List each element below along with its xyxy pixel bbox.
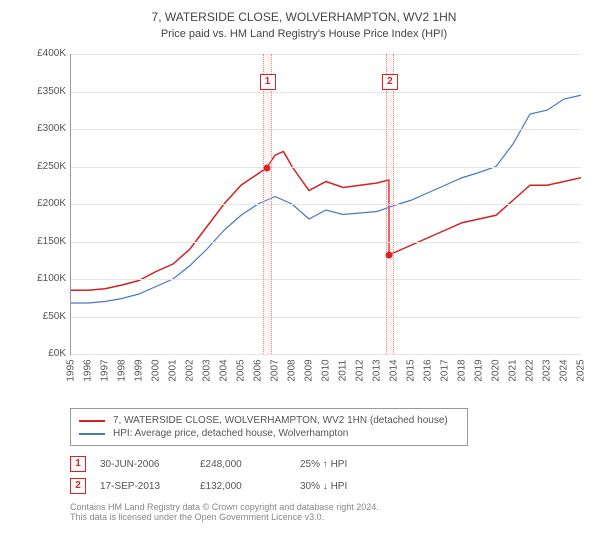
x-axis-label: 1999 — [134, 359, 145, 381]
x-axis-label: 2016 — [423, 359, 434, 381]
y-axis-label: £150K — [28, 236, 66, 247]
event-delta: 25% ↑ HPI — [300, 459, 400, 470]
y-axis-label: £0K — [28, 348, 66, 359]
price-chart: £0K £50K £100K £150K £200K £250K £300K £350K £40… — [28, 48, 580, 378]
x-axis-label: 2013 — [372, 359, 383, 381]
x-axis-label: 2010 — [321, 359, 332, 381]
x-axis-label: 1995 — [66, 359, 77, 381]
x-axis-label: 2018 — [457, 359, 468, 381]
x-axis-label: 2011 — [338, 360, 349, 382]
event-price: £248,000 — [200, 459, 300, 470]
y-axis-label: £300K — [28, 123, 66, 134]
x-axis-label: 2025 — [576, 359, 587, 381]
event-date: 30-JUN-2006 — [100, 459, 200, 470]
y-axis-label: £50K — [28, 311, 66, 322]
x-axis-label: 2015 — [406, 359, 417, 381]
x-axis-label: 2024 — [559, 359, 570, 381]
x-axis-label: 2005 — [236, 359, 247, 381]
chart-legend: 7, WATERSIDE CLOSE, WOLVERHAMPTON, WV2 1… — [70, 408, 468, 446]
event-marker — [386, 252, 393, 259]
event-price: £132,000 — [200, 481, 300, 492]
series-line — [71, 152, 581, 291]
event-date: 17-SEP-2013 — [100, 481, 200, 492]
x-axis-label: 2017 — [440, 359, 451, 381]
series-line — [71, 95, 581, 303]
event-band — [263, 54, 272, 354]
y-axis-label: £250K — [28, 161, 66, 172]
legend-item: HPI: Average price, detached house, Wolv… — [79, 428, 459, 439]
event-delta: 30% ↓ HPI — [300, 481, 400, 492]
y-axis-label: £350K — [28, 86, 66, 97]
x-axis-label: 2006 — [253, 359, 264, 381]
x-axis-label: 2001 — [168, 359, 179, 381]
x-axis-label: 1998 — [117, 359, 128, 381]
x-axis-label: 2009 — [304, 359, 315, 381]
x-axis-label: 2019 — [474, 359, 485, 381]
x-axis-label: 2020 — [491, 359, 502, 381]
event-marker — [263, 165, 270, 172]
x-axis-label: 2021 — [508, 359, 519, 381]
x-axis-label: 2007 — [270, 359, 281, 381]
x-axis-label: 2000 — [151, 359, 162, 381]
legend-item: 7, WATERSIDE CLOSE, WOLVERHAMPTON, WV2 1… — [79, 415, 459, 426]
x-axis-label: 2003 — [202, 359, 213, 381]
chart-subtitle: Price paid vs. HM Land Registry's House … — [28, 28, 580, 40]
event-flag: 2 — [382, 74, 398, 90]
x-axis-label: 1997 — [100, 359, 111, 381]
event-list: 1 30-JUN-2006£248,00025% ↑ HPI 2 17-SEP-201… — [70, 456, 580, 494]
footnote: This data is licensed under the Open Gov… — [70, 512, 580, 522]
event-row: 1 30-JUN-2006£248,00025% ↑ HPI — [70, 456, 580, 472]
x-axis-label: 2014 — [389, 359, 400, 381]
y-axis-label: £100K — [28, 273, 66, 284]
y-axis-label: £400K — [28, 48, 66, 59]
x-axis-label: 2023 — [542, 359, 553, 381]
x-axis-label: 2004 — [219, 359, 230, 381]
y-axis-label: £200K — [28, 198, 66, 209]
event-row: 2 17-SEP-2013£132,00030% ↓ HPI — [70, 478, 580, 494]
event-band — [386, 54, 395, 354]
x-axis-label: 1996 — [83, 359, 94, 381]
event-flag: 1 — [260, 74, 276, 90]
x-axis-label: 2008 — [287, 359, 298, 381]
x-axis-label: 2022 — [525, 359, 536, 381]
footnote: Contains HM Land Registry data © Crown c… — [70, 502, 580, 512]
event-flag: 2 — [70, 478, 86, 494]
event-flag: 1 — [70, 456, 86, 472]
chart-title: 7, WATERSIDE CLOSE, WOLVERHAMPTON, WV2 1… — [28, 10, 580, 24]
x-axis-label: 2002 — [185, 359, 196, 381]
x-axis-label: 2012 — [355, 359, 366, 381]
